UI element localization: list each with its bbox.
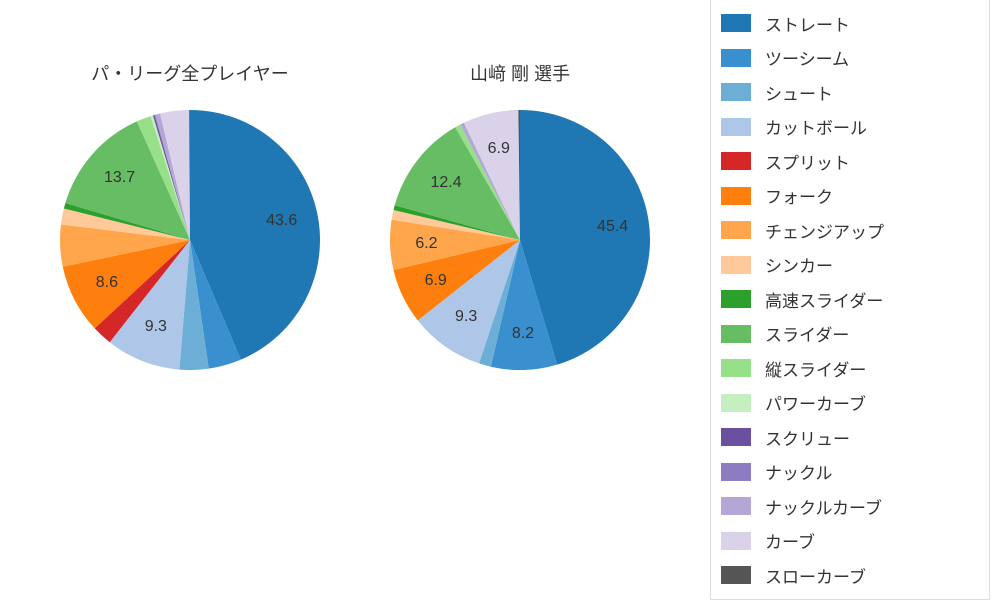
- legend-label: シンカー: [765, 252, 833, 277]
- legend-item: カットボール: [721, 110, 979, 145]
- legend-swatch: [721, 152, 751, 170]
- legend-swatch: [721, 532, 751, 550]
- legend-item: シンカー: [721, 248, 979, 283]
- legend-swatch: [721, 463, 751, 481]
- legend-item: スライダー: [721, 317, 979, 352]
- chart-title: 山﨑 剛 選手: [390, 60, 650, 86]
- legend-swatch: [721, 187, 751, 205]
- legend-item: パワーカーブ: [721, 386, 979, 421]
- legend-label: スローカーブ: [765, 563, 866, 588]
- pie: 45.48.29.36.96.212.46.9: [390, 110, 650, 370]
- legend-item: 縦スライダー: [721, 351, 979, 386]
- legend-item: カーブ: [721, 524, 979, 559]
- pie: 43.69.38.613.7: [60, 110, 320, 370]
- legend: ストレートツーシームシュートカットボールスプリットフォークチェンジアップシンカー…: [710, 0, 990, 600]
- legend-label: フォーク: [765, 183, 833, 208]
- legend-swatch: [721, 83, 751, 101]
- legend-label: スライダー: [765, 321, 849, 346]
- legend-label: ナックル: [765, 459, 833, 484]
- legend-item: フォーク: [721, 179, 979, 214]
- legend-label: ストレート: [765, 11, 850, 36]
- legend-swatch: [721, 428, 751, 446]
- legend-item: ストレート: [721, 6, 979, 41]
- legend-swatch: [721, 290, 751, 308]
- legend-label: カーブ: [765, 528, 815, 553]
- legend-label: パワーカーブ: [765, 390, 866, 415]
- legend-item: ナックルカーブ: [721, 489, 979, 524]
- legend-swatch: [721, 221, 751, 239]
- legend-item: スクリュー: [721, 420, 979, 455]
- legend-label: ナックルカーブ: [765, 494, 882, 519]
- legend-item: シュート: [721, 75, 979, 110]
- legend-swatch: [721, 49, 751, 67]
- legend-label: ツーシーム: [765, 45, 849, 70]
- legend-label: 高速スライダー: [765, 287, 883, 312]
- legend-swatch: [721, 566, 751, 584]
- legend-swatch: [721, 14, 751, 32]
- legend-item: ツーシーム: [721, 41, 979, 76]
- legend-label: スクリュー: [765, 425, 850, 450]
- legend-item: ナックル: [721, 455, 979, 490]
- legend-label: シュート: [765, 80, 833, 105]
- legend-label: 縦スライダー: [765, 356, 866, 381]
- legend-item: スローカーブ: [721, 558, 979, 593]
- legend-swatch: [721, 325, 751, 343]
- legend-swatch: [721, 497, 751, 515]
- charts-area: パ・リーグ全プレイヤー 43.69.38.613.7 山﨑 剛 選手 45.48.29…: [0, 0, 700, 600]
- legend-label: カットボール: [765, 114, 867, 139]
- legend-swatch: [721, 359, 751, 377]
- legend-swatch: [721, 256, 751, 274]
- legend-item: スプリット: [721, 144, 979, 179]
- legend-label: チェンジアップ: [765, 218, 884, 243]
- legend-swatch: [721, 394, 751, 412]
- legend-item: チェンジアップ: [721, 213, 979, 248]
- legend-swatch: [721, 118, 751, 136]
- chart-title: パ・リーグ全プレイヤー: [60, 60, 320, 86]
- legend-item: 高速スライダー: [721, 282, 979, 317]
- legend-label: スプリット: [765, 149, 850, 174]
